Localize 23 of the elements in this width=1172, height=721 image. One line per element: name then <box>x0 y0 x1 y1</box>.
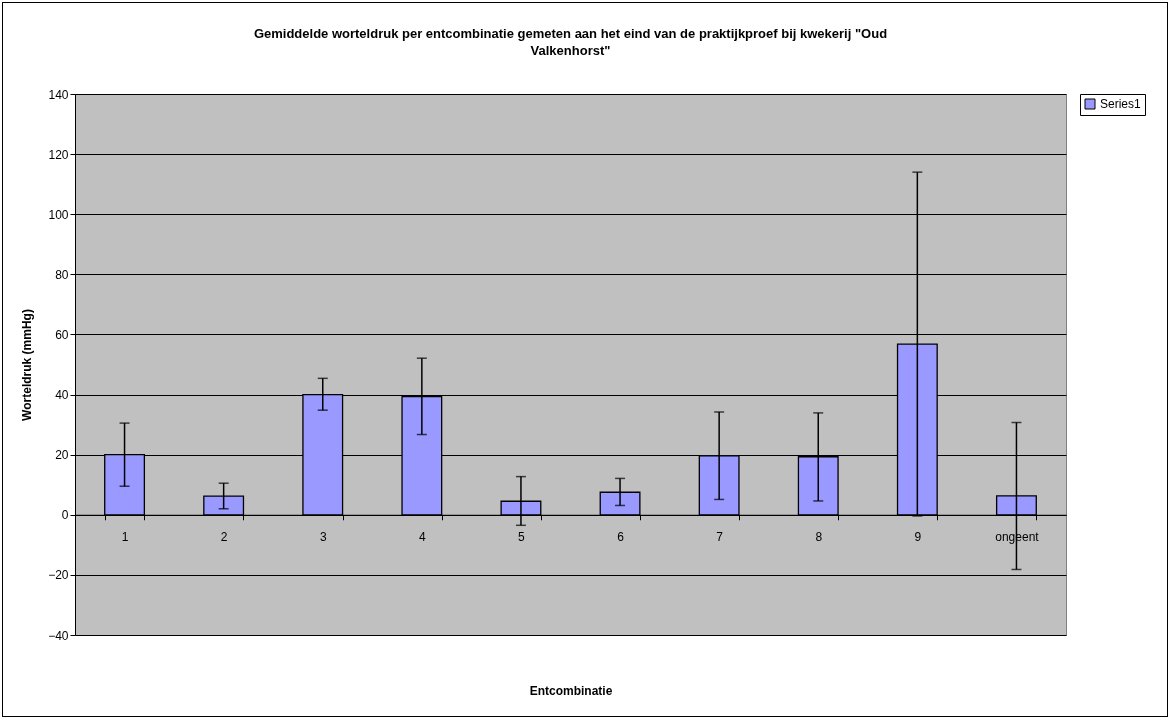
y-tick-label: 120 <box>48 147 69 162</box>
x-tick-label: 7 <box>716 530 724 545</box>
y-tick-label: 20 <box>55 448 69 463</box>
x-tick-label: 4 <box>419 530 427 545</box>
y-axis-title: Worteldruk (mmHg) <box>20 309 35 421</box>
y-tick-label: −20 <box>48 568 69 583</box>
y-tick-label: 40 <box>55 388 69 403</box>
y-tick-label: 100 <box>48 207 69 222</box>
x-tick-label: 9 <box>914 530 922 545</box>
x-tick-label: 1 <box>121 530 129 545</box>
chart-title: Gemiddelde worteldruk per entcombinatie gemeten aan het eind van de praktijkproef bij kwekerij "Oud Valkenhorst" <box>253 26 888 58</box>
x-tick-label: 2 <box>220 530 228 545</box>
y-tick-label: 80 <box>55 267 69 282</box>
y-tick-label: 60 <box>55 327 69 342</box>
x-tick-label: 5 <box>518 530 526 545</box>
x-tick-label: 6 <box>617 530 625 545</box>
x-axis-title: Entcombinatie <box>529 683 613 698</box>
y-tick-label: 0 <box>61 508 69 523</box>
y-tick-label: 140 <box>48 87 69 102</box>
x-tick-label: 3 <box>319 530 327 545</box>
x-tick-label: 8 <box>815 530 823 545</box>
legend-label: Series1 <box>1100 97 1142 111</box>
y-tick-label: −40 <box>48 628 69 643</box>
